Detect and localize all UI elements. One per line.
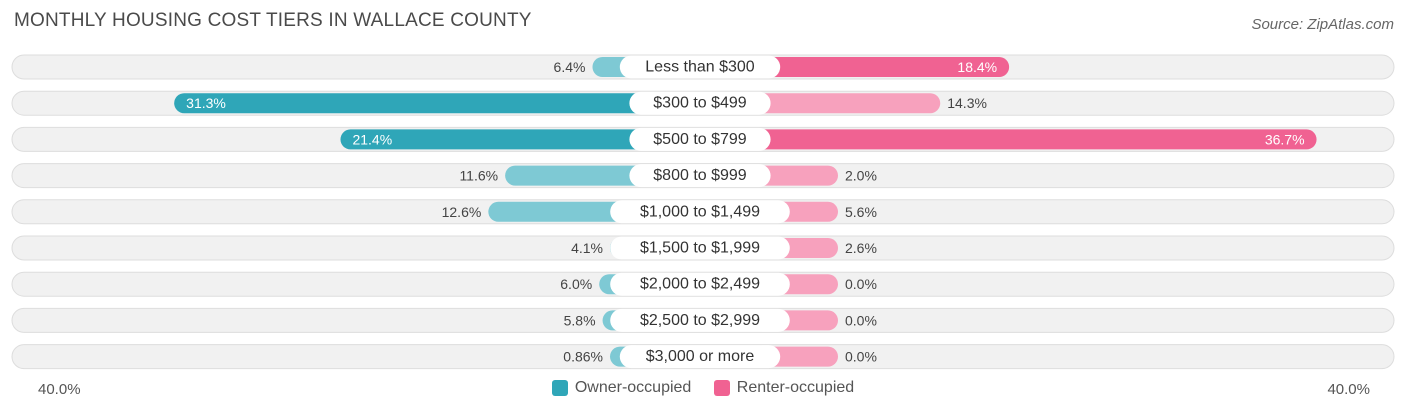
category-label: $1,500 to $1,999 [640, 240, 760, 257]
category-pill [629, 91, 771, 115]
category-pill [619, 55, 781, 79]
legend-item-owner: Owner-occupied [551, 379, 692, 397]
category-label: $3,000 or more [646, 348, 755, 365]
renter-value-label: 36.7% [1265, 131, 1305, 147]
chart-title: MONTHLY HOUSING COST TIERS IN WALLACE CO… [14, 10, 532, 31]
category-label: $1,000 to $1,499 [640, 203, 760, 220]
category-pill [610, 272, 790, 296]
owner-value-label: 21.4% [352, 131, 392, 147]
category-pill [629, 127, 771, 151]
owner-value-label: 4.1% [571, 240, 603, 256]
owner-value-label: 5.8% [564, 312, 596, 328]
renter-value-label: 0.0% [845, 349, 877, 365]
owner-value-label: 11.6% [459, 168, 498, 184]
category-label: $2,500 to $2,999 [640, 312, 760, 329]
axis-right-label: 40.0% [1327, 381, 1370, 398]
diverging-bar-chart: Less than $300 6.4% 18.4% $300 to $499 31.3%… [11, 54, 1395, 370]
owner-bar [340, 129, 700, 150]
owner-value-label: 12.6% [442, 204, 482, 220]
category-label: Less than $300 [645, 59, 755, 76]
renter-value-label: 2.6% [845, 240, 877, 256]
category-label: $800 to $999 [653, 167, 747, 184]
category-label: $300 to $499 [653, 95, 747, 112]
category-pill [610, 236, 790, 260]
legend: Owner-occupied Renter-occupied [0, 379, 1406, 401]
renter-value-label: 14.3% [947, 95, 987, 111]
legend-label-owner: Owner-occupied [574, 379, 692, 396]
axis-left-label: 40.0% [38, 381, 81, 398]
owner-bar [174, 93, 700, 114]
category-label: $500 to $799 [653, 131, 747, 148]
owner-value-label: 6.4% [554, 59, 586, 75]
owner-value-label: 0.86% [563, 349, 603, 365]
category-pill [619, 345, 781, 369]
legend-label-renter: Renter-occupied [736, 379, 855, 396]
renter-value-label: 2.0% [845, 168, 877, 184]
renter-bar [700, 129, 1317, 150]
renter-value-label: 18.4% [957, 59, 997, 75]
legend-item-renter: Renter-occupied [713, 379, 855, 397]
legend-swatch-owner [551, 380, 568, 396]
renter-value-label: 0.0% [845, 276, 877, 292]
category-pill [610, 200, 790, 224]
renter-value-label: 0.0% [845, 312, 877, 328]
renter-value-label: 5.6% [845, 204, 877, 220]
owner-value-label: 6.0% [560, 276, 592, 292]
legend-swatch-renter [713, 380, 730, 396]
owner-value-label: 31.3% [186, 95, 226, 111]
source-label: Source: ZipAtlas.com [1251, 16, 1394, 33]
category-label: $2,000 to $2,499 [640, 276, 760, 293]
category-pill [629, 164, 771, 188]
category-pill [610, 308, 790, 332]
